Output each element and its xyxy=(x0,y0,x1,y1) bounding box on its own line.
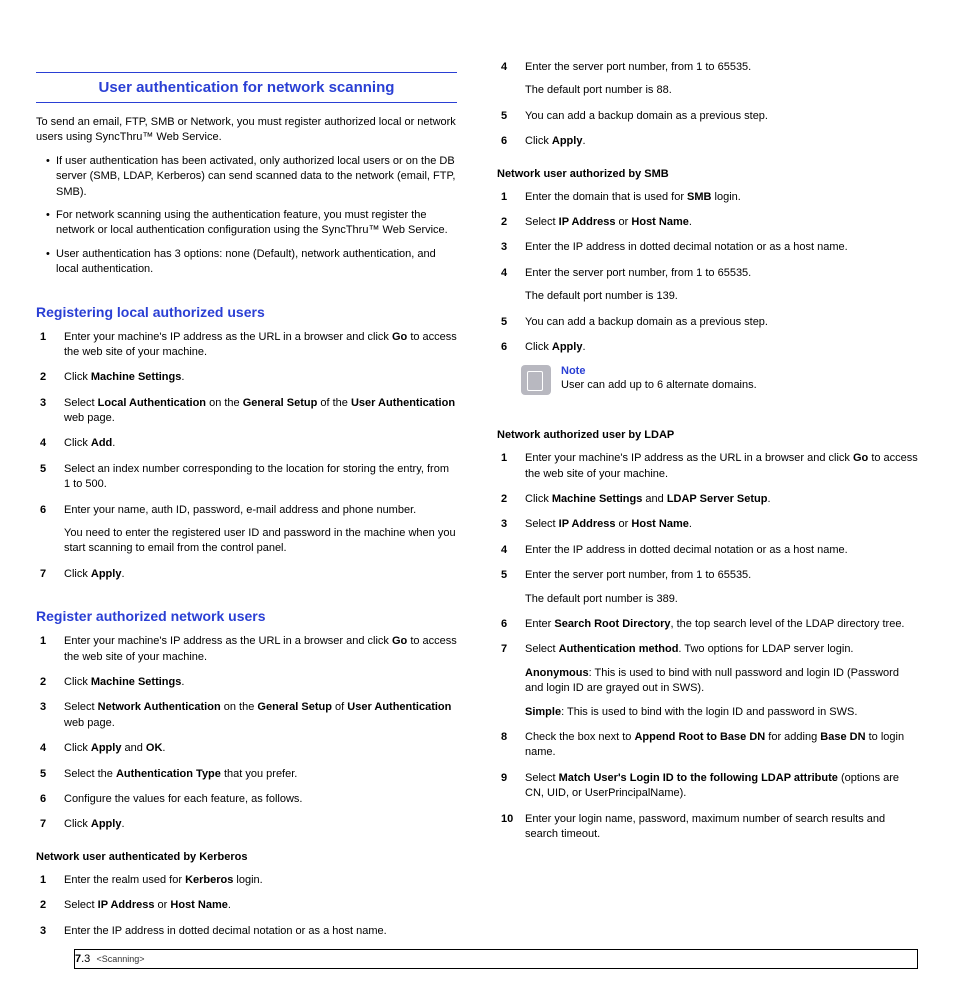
step: Configure the values for each feature, a… xyxy=(36,792,457,807)
step: Enter your machine's IP address as the U… xyxy=(36,634,457,665)
kerberos-steps: Enter the realm used for Kerberos login.… xyxy=(36,873,457,939)
smb-heading: Network user authorized by SMB xyxy=(497,168,918,180)
step: Enter your machine's IP address as the U… xyxy=(497,451,918,482)
step: Enter the IP address in dotted decimal n… xyxy=(36,924,457,939)
step: Click Machine Settings and LDAP Server S… xyxy=(497,492,918,507)
right-column: Enter the server port number, from 1 to … xyxy=(497,50,918,949)
step: Select Local Authentication on the Gener… xyxy=(36,396,457,427)
smb-steps: Enter the domain that is used for SMB lo… xyxy=(497,190,918,356)
step: Enter your name, auth ID, password, e-ma… xyxy=(36,503,457,557)
section-heading: User authentication for network scanning xyxy=(36,72,457,103)
step: Enter your login name, password, maximum… xyxy=(497,812,918,843)
step: Enter the server port number, from 1 to … xyxy=(497,266,918,305)
step: Enter the IP address in dotted decimal n… xyxy=(497,240,918,255)
step: You can add a backup domain as a previou… xyxy=(497,315,918,330)
step: Select Match User's Login ID to the foll… xyxy=(497,771,918,802)
step: Click Apply and OK. xyxy=(36,741,457,756)
bullet-item: For network scanning using the authentic… xyxy=(36,208,457,239)
step: Enter the domain that is used for SMB lo… xyxy=(497,190,918,205)
note-content: Note User can add up to 6 alternate doma… xyxy=(561,365,757,391)
ldap-heading: Network authorized user by LDAP xyxy=(497,429,918,441)
step: Select IP Address or Host Name. xyxy=(497,517,918,532)
kerberos-steps-cont: Enter the server port number, from 1 to … xyxy=(497,60,918,150)
ldap-steps: Enter your machine's IP address as the U… xyxy=(497,451,918,842)
step: Check the box next to Append Root to Bas… xyxy=(497,730,918,761)
step: Select IP Address or Host Name. xyxy=(36,898,457,913)
page-body: User authentication for network scanning… xyxy=(36,50,918,949)
step: Enter the IP address in dotted decimal n… xyxy=(497,543,918,558)
intro-text: To send an email, FTP, SMB or Network, y… xyxy=(36,115,457,146)
bullet-item: If user authentication has been activate… xyxy=(36,154,457,200)
step: Enter your machine's IP address as the U… xyxy=(36,330,457,361)
step: Select Authentication method. Two option… xyxy=(497,642,918,720)
step: Select Network Authentication on the Gen… xyxy=(36,700,457,731)
step: Click Apply. xyxy=(497,134,918,149)
registering-local-steps: Enter your machine's IP address as the U… xyxy=(36,330,457,583)
step: Enter the server port number, from 1 to … xyxy=(497,568,918,607)
step: Click Apply. xyxy=(36,817,457,832)
step: Enter Search Root Directory, the top sea… xyxy=(497,617,918,632)
register-network-heading: Register authorized network users xyxy=(36,608,457,624)
step: Click Machine Settings. xyxy=(36,675,457,690)
kerberos-heading: Network user authenticated by Kerberos xyxy=(36,851,457,863)
step: Select an index number corresponding to … xyxy=(36,462,457,493)
step: Click Add. xyxy=(36,436,457,451)
register-network-steps: Enter your machine's IP address as the U… xyxy=(36,634,457,833)
step: Enter the server port number, from 1 to … xyxy=(497,60,918,99)
bullet-item: User authentication has 3 options: none … xyxy=(36,247,457,278)
step: You can add a backup domain as a previou… xyxy=(497,109,918,124)
footer-section: <Scanning> xyxy=(96,954,144,964)
step: Select the Authentication Type that you … xyxy=(36,767,457,782)
step: Click Apply. xyxy=(497,340,918,355)
step: Select IP Address or Host Name. xyxy=(497,215,918,230)
footer-sub: .3 xyxy=(81,953,90,965)
intro-bullets: If user authentication has been activate… xyxy=(36,154,457,278)
step: Enter the realm used for Kerberos login. xyxy=(36,873,457,888)
step: Click Machine Settings. xyxy=(36,370,457,385)
step: Click Apply. xyxy=(36,567,457,582)
note-icon xyxy=(521,365,551,395)
left-column: User authentication for network scanning… xyxy=(36,50,457,949)
page-footer: 7.3 <Scanning> xyxy=(74,949,918,969)
note-box: Note User can add up to 6 alternate doma… xyxy=(521,365,918,395)
registering-local-heading: Registering local authorized users xyxy=(36,304,457,320)
note-label: Note xyxy=(561,365,757,377)
note-text: User can add up to 6 alternate domains. xyxy=(561,379,757,391)
